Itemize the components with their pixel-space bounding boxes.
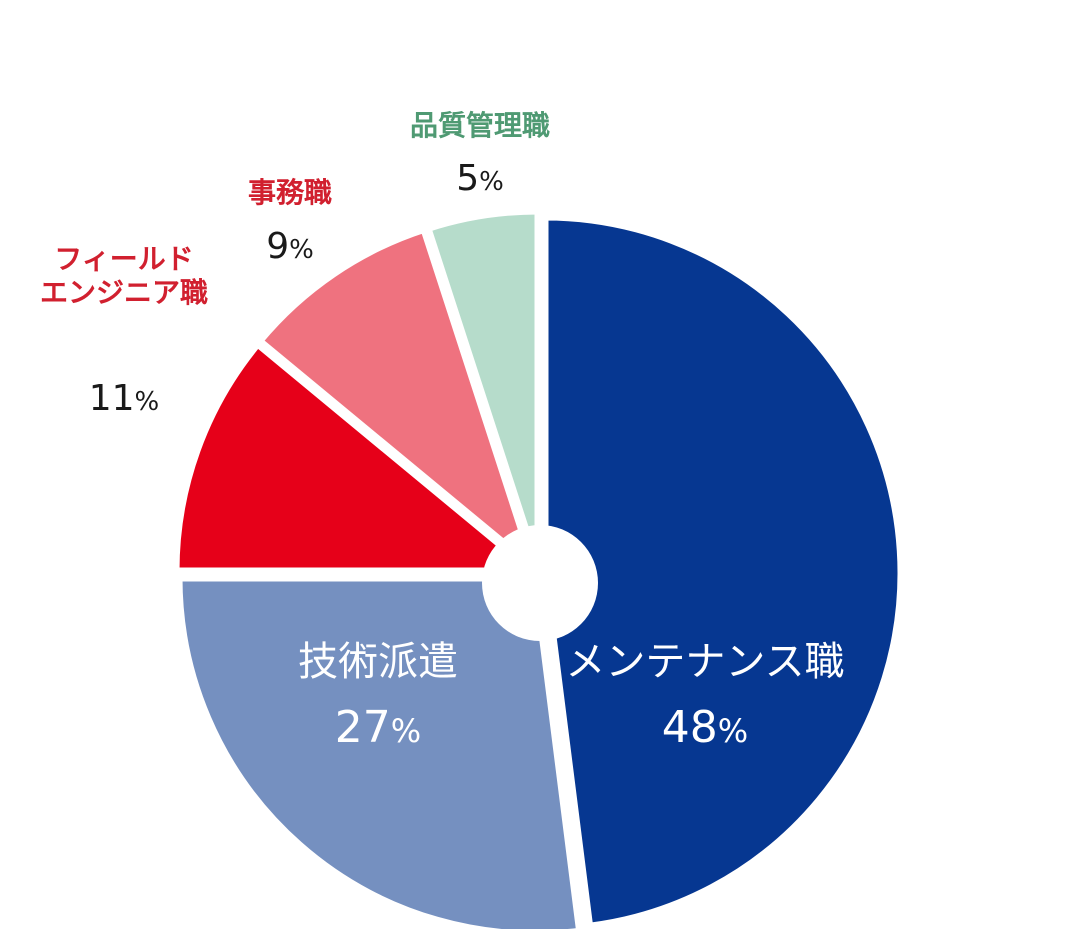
pie-slices <box>172 207 905 929</box>
slice-5-label: 品質管理職 <box>410 109 550 142</box>
slice-5-percent: 5% <box>456 158 504 199</box>
slice-3-percent: 11% <box>89 378 160 419</box>
center-hole <box>482 525 598 641</box>
slice-4-percent: 9% <box>266 226 314 267</box>
slice-4 <box>256 225 538 572</box>
slice-2-percent: 27% <box>335 702 421 753</box>
slice-2 <box>175 574 583 929</box>
slice-1 <box>541 213 905 929</box>
slice-4-label: 事務職 <box>248 176 332 209</box>
slice-3 <box>172 340 536 575</box>
slice-3-label: エンジニア職 <box>40 276 208 309</box>
slice-3-label: フィールド <box>54 242 193 275</box>
slice-5 <box>424 207 542 571</box>
slice-2-label: 技術派遣 <box>298 639 458 685</box>
slice-1-percent: 48% <box>662 702 748 753</box>
slice-1-label: メンテナンス職 <box>565 639 844 685</box>
